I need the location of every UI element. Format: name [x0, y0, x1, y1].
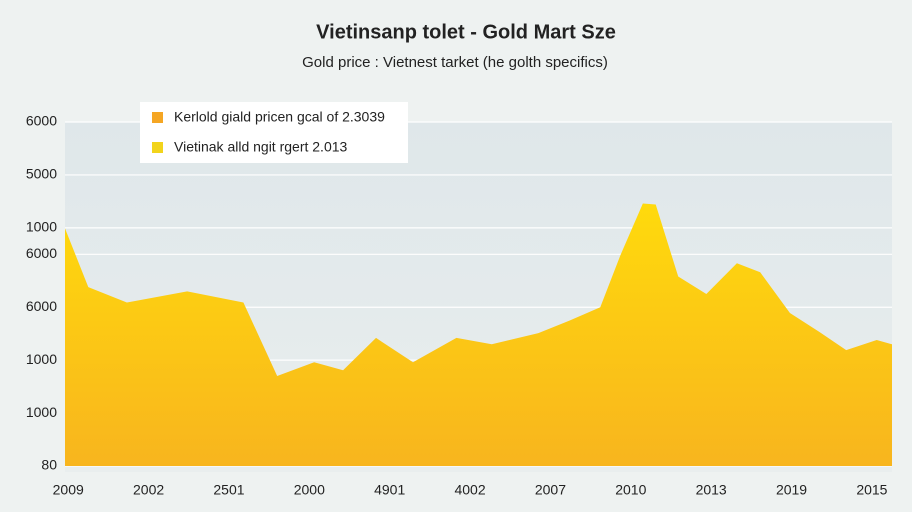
y-tick-label: 1000: [26, 351, 57, 367]
area-layer: [65, 203, 892, 467]
legend-box: [140, 102, 408, 163]
legend-swatch: [152, 142, 163, 153]
y-tick-label: 6000: [26, 245, 57, 261]
y-tick-label: 6000: [26, 113, 57, 129]
y-tick-label: 1000: [26, 219, 57, 235]
y-tick-label: 80: [41, 457, 57, 473]
y-tick-label: 6000: [26, 298, 57, 314]
x-tick-label: 2501: [213, 482, 244, 498]
area: [65, 203, 892, 467]
x-tick-label: 2009: [53, 482, 84, 498]
x-tick-label: 2013: [696, 482, 727, 498]
y-tick-label: 5000: [26, 166, 57, 182]
x-tick-label: 4901: [374, 482, 405, 498]
legend-label: Kerlold giald pricen gcal of 2.3039: [174, 109, 385, 125]
x-tick-label: 2007: [535, 482, 566, 498]
chart-title: Vietinsanp tolet - Gold Mart Sze: [316, 21, 616, 43]
legend-swatch: [152, 112, 163, 123]
x-tick-label: 2010: [615, 482, 646, 498]
x-tick-label: 2002: [133, 482, 164, 498]
x-tick-label: 2019: [776, 482, 807, 498]
legend-label: Vietinak alld ngit rgert 2.013: [174, 139, 348, 155]
chart-subtitle: Gold price : Vietnest tarket (he golth s…: [302, 54, 608, 71]
x-tick-label: 2000: [294, 482, 325, 498]
axes: 6000 5000 1000 6000 6000 1000 1000 80 2009 2002 25…: [26, 113, 888, 498]
x-tick-label: 4002: [454, 482, 485, 498]
x-tick-label: 2015: [856, 482, 887, 498]
legend: Kerlold giald pricen gcal of 2.3039 Vieti…: [152, 109, 385, 155]
y-tick-label: 1000: [26, 404, 57, 420]
